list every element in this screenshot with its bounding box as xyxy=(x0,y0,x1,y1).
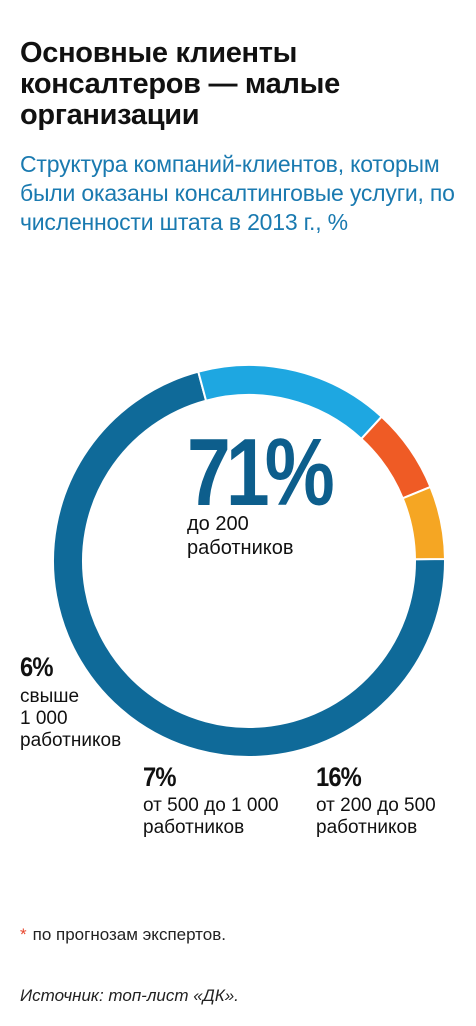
chart-subtitle: Структура компаний-клиентов, которым был… xyxy=(20,151,455,235)
label-pct-6: 6% xyxy=(20,652,53,682)
label-text-6: свыше 1 000 работников xyxy=(20,686,121,752)
chart-title: Основные клиенты консалтеров — малые орг… xyxy=(20,37,340,131)
label-text-7-line1: от 500 до 1 000 xyxy=(143,795,279,816)
label-text-71-line2: работников xyxy=(187,537,294,559)
source-note: Источник: топ-лист «ДК». xyxy=(20,986,239,1005)
label-text-7-line2: работников xyxy=(143,817,245,838)
label-text-71-line1: до 200 xyxy=(187,513,249,535)
label-text-16-line1: от 200 до 500 xyxy=(316,795,436,816)
footnote-text: по прогнозам экспертов. xyxy=(32,925,226,944)
label-text-16: от 200 до 500 работников xyxy=(316,795,436,839)
label-text-6-line1: свыше xyxy=(20,686,80,707)
label-text-6-line3: работников xyxy=(20,730,122,751)
footnote-star: * xyxy=(20,925,27,944)
label-text-16-line2: работников xyxy=(316,817,418,838)
label-text-71: до 200 работников xyxy=(187,512,293,560)
label-text-7: от 500 до 1 000 работников xyxy=(143,795,279,839)
label-pct-71: 71% xyxy=(187,419,335,526)
label-pct-16: 16% xyxy=(316,762,362,792)
footnote: * по прогнозам экспертов. xyxy=(20,925,226,945)
segment-over-1000 xyxy=(401,485,446,561)
label-pct-7: 7% xyxy=(143,762,176,792)
label-text-6-line2: 1 000 xyxy=(20,708,68,729)
segment-upto-200 xyxy=(52,370,446,758)
segment-500-1000 xyxy=(359,415,432,500)
